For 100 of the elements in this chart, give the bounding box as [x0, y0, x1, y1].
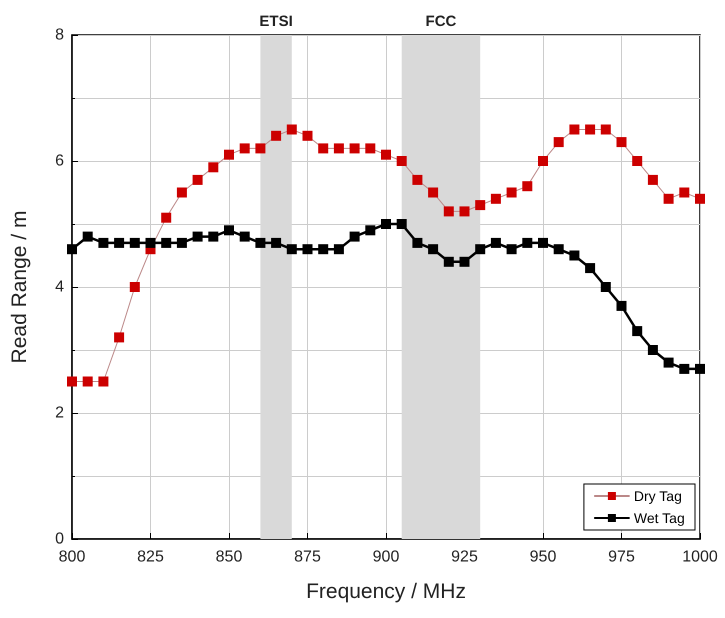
point [208, 232, 218, 242]
point [255, 143, 266, 154]
point [146, 238, 156, 248]
x-tick-label: 900 [372, 548, 400, 566]
point [600, 124, 611, 134]
point [365, 225, 376, 236]
point [67, 244, 77, 254]
point [192, 232, 203, 242]
point [176, 188, 187, 198]
point [679, 188, 690, 198]
point [114, 238, 124, 248]
point [695, 364, 705, 374]
point [161, 238, 172, 248]
point [67, 376, 77, 386]
point [648, 345, 658, 355]
x-tick-label: 825 [137, 548, 164, 566]
y-axis-title: Read Range / m [8, 210, 31, 364]
legend-label: Wet Tag [634, 510, 685, 526]
point [350, 232, 360, 242]
point [616, 137, 626, 148]
point [224, 150, 234, 160]
point [460, 206, 470, 216]
point [444, 256, 454, 267]
point [271, 238, 282, 248]
x-tick-label: 925 [451, 548, 478, 566]
point [396, 156, 407, 166]
point [286, 124, 297, 134]
point [490, 238, 501, 248]
point [334, 244, 344, 254]
y-tick-label: 0 [55, 530, 64, 548]
point [161, 212, 172, 223]
point [632, 326, 642, 336]
point [522, 238, 532, 248]
point [396, 219, 407, 229]
point [569, 124, 580, 134]
point [365, 143, 376, 154]
point [302, 244, 312, 254]
point [538, 238, 548, 248]
point [428, 188, 438, 198]
point [98, 238, 108, 248]
point [506, 188, 517, 198]
band-label: ETSI [259, 13, 293, 30]
point [302, 130, 312, 141]
point [460, 256, 470, 267]
x-tick-label: 1000 [682, 548, 718, 566]
x-tick-label: 800 [58, 548, 86, 566]
point [490, 194, 501, 204]
y-tick-label: 4 [55, 278, 64, 296]
point [522, 181, 532, 192]
point [224, 225, 234, 236]
x-tick-label: 950 [530, 548, 556, 566]
point [130, 282, 140, 292]
point [695, 194, 705, 204]
point [554, 244, 564, 254]
point [350, 143, 360, 154]
point [428, 244, 438, 254]
point [381, 219, 391, 229]
x-tick-label: 975 [608, 548, 635, 566]
y-tick-label: 2 [55, 404, 64, 422]
point [538, 156, 548, 166]
y-tick-label: 6 [55, 152, 64, 170]
point [412, 174, 422, 185]
point [569, 250, 580, 260]
point [585, 263, 596, 274]
point [632, 156, 642, 166]
point [475, 200, 486, 210]
point [114, 332, 124, 342]
point [679, 364, 690, 374]
point [82, 376, 93, 386]
point [192, 174, 203, 185]
point [255, 238, 266, 248]
point [82, 232, 93, 242]
point [475, 244, 486, 254]
point [286, 244, 297, 254]
point [600, 282, 611, 292]
point [176, 238, 187, 248]
point [664, 194, 674, 204]
point [98, 376, 108, 386]
point [444, 206, 454, 216]
point [381, 150, 391, 160]
point [554, 137, 564, 148]
point [664, 358, 674, 368]
point [318, 143, 328, 154]
legend-label: Dry Tag [634, 488, 682, 504]
point [130, 238, 140, 248]
y-tick-label: 8 [55, 26, 64, 44]
point [506, 244, 517, 254]
point [334, 143, 344, 154]
x-tick-label: 850 [216, 548, 242, 566]
point [648, 174, 658, 185]
point [208, 162, 218, 172]
point [240, 232, 250, 242]
x-tick-label: 875 [294, 548, 321, 566]
point [585, 124, 596, 134]
point [271, 130, 282, 141]
point [240, 143, 250, 154]
band-label: FCC [426, 13, 457, 30]
point [318, 244, 328, 254]
point [616, 300, 626, 311]
point [412, 238, 422, 248]
